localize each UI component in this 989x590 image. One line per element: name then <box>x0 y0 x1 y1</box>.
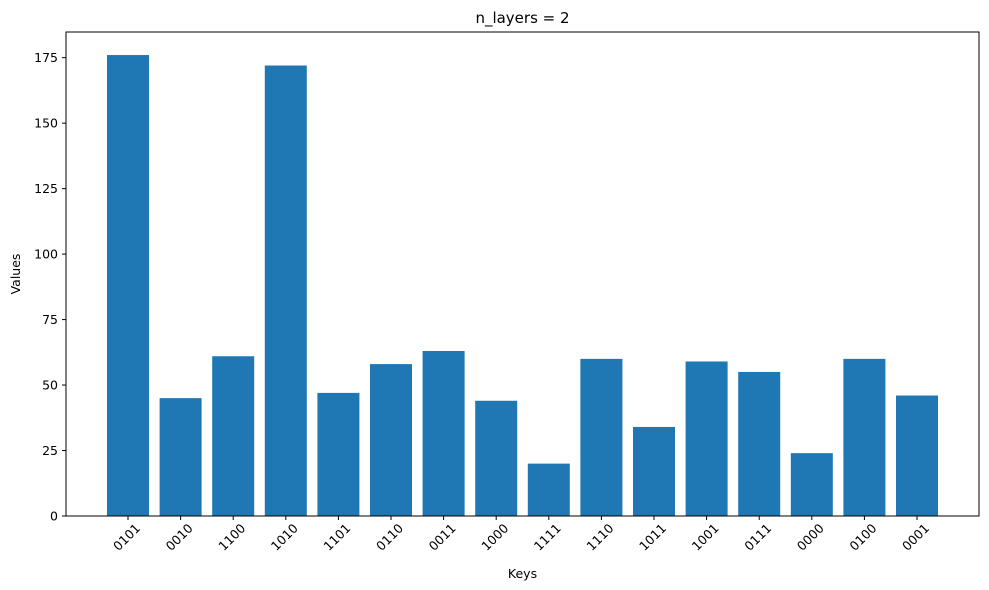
y-tick-label: 125 <box>34 181 58 196</box>
x-axis-title: Keys <box>508 566 537 581</box>
y-tick-label: 150 <box>34 116 58 131</box>
y-tick-label: 25 <box>42 443 58 458</box>
bar-1000 <box>475 400 518 516</box>
bar-1010 <box>264 65 307 517</box>
bar-0101 <box>107 55 149 517</box>
y-axis-title: Values <box>8 254 23 295</box>
bars <box>107 55 938 517</box>
bar-1001 <box>685 361 728 516</box>
bar-0111 <box>738 371 781 516</box>
bar-1110 <box>580 358 623 516</box>
y-tick-label: 100 <box>34 247 58 262</box>
chart-title: n_layers = 2 <box>475 9 569 28</box>
y-tick-label: 0 <box>50 509 58 524</box>
bar-0001 <box>896 395 938 516</box>
bar-0110 <box>370 364 412 516</box>
y-tick-label: 175 <box>34 50 58 65</box>
bar-1011 <box>633 426 675 516</box>
bar-0010 <box>159 398 202 516</box>
bar-0011 <box>422 351 465 516</box>
y-tick-label: 50 <box>42 378 58 393</box>
y-axis: 0 25 50 75 100 125 150 175 <box>34 50 66 524</box>
plot-frame <box>65 31 980 517</box>
bar-0000 <box>790 453 833 516</box>
y-tick-label: 75 <box>42 312 58 327</box>
bar-1101 <box>317 392 360 516</box>
bar-1100 <box>212 356 255 516</box>
bar-0100 <box>843 358 886 516</box>
bar-1111 <box>527 463 570 516</box>
